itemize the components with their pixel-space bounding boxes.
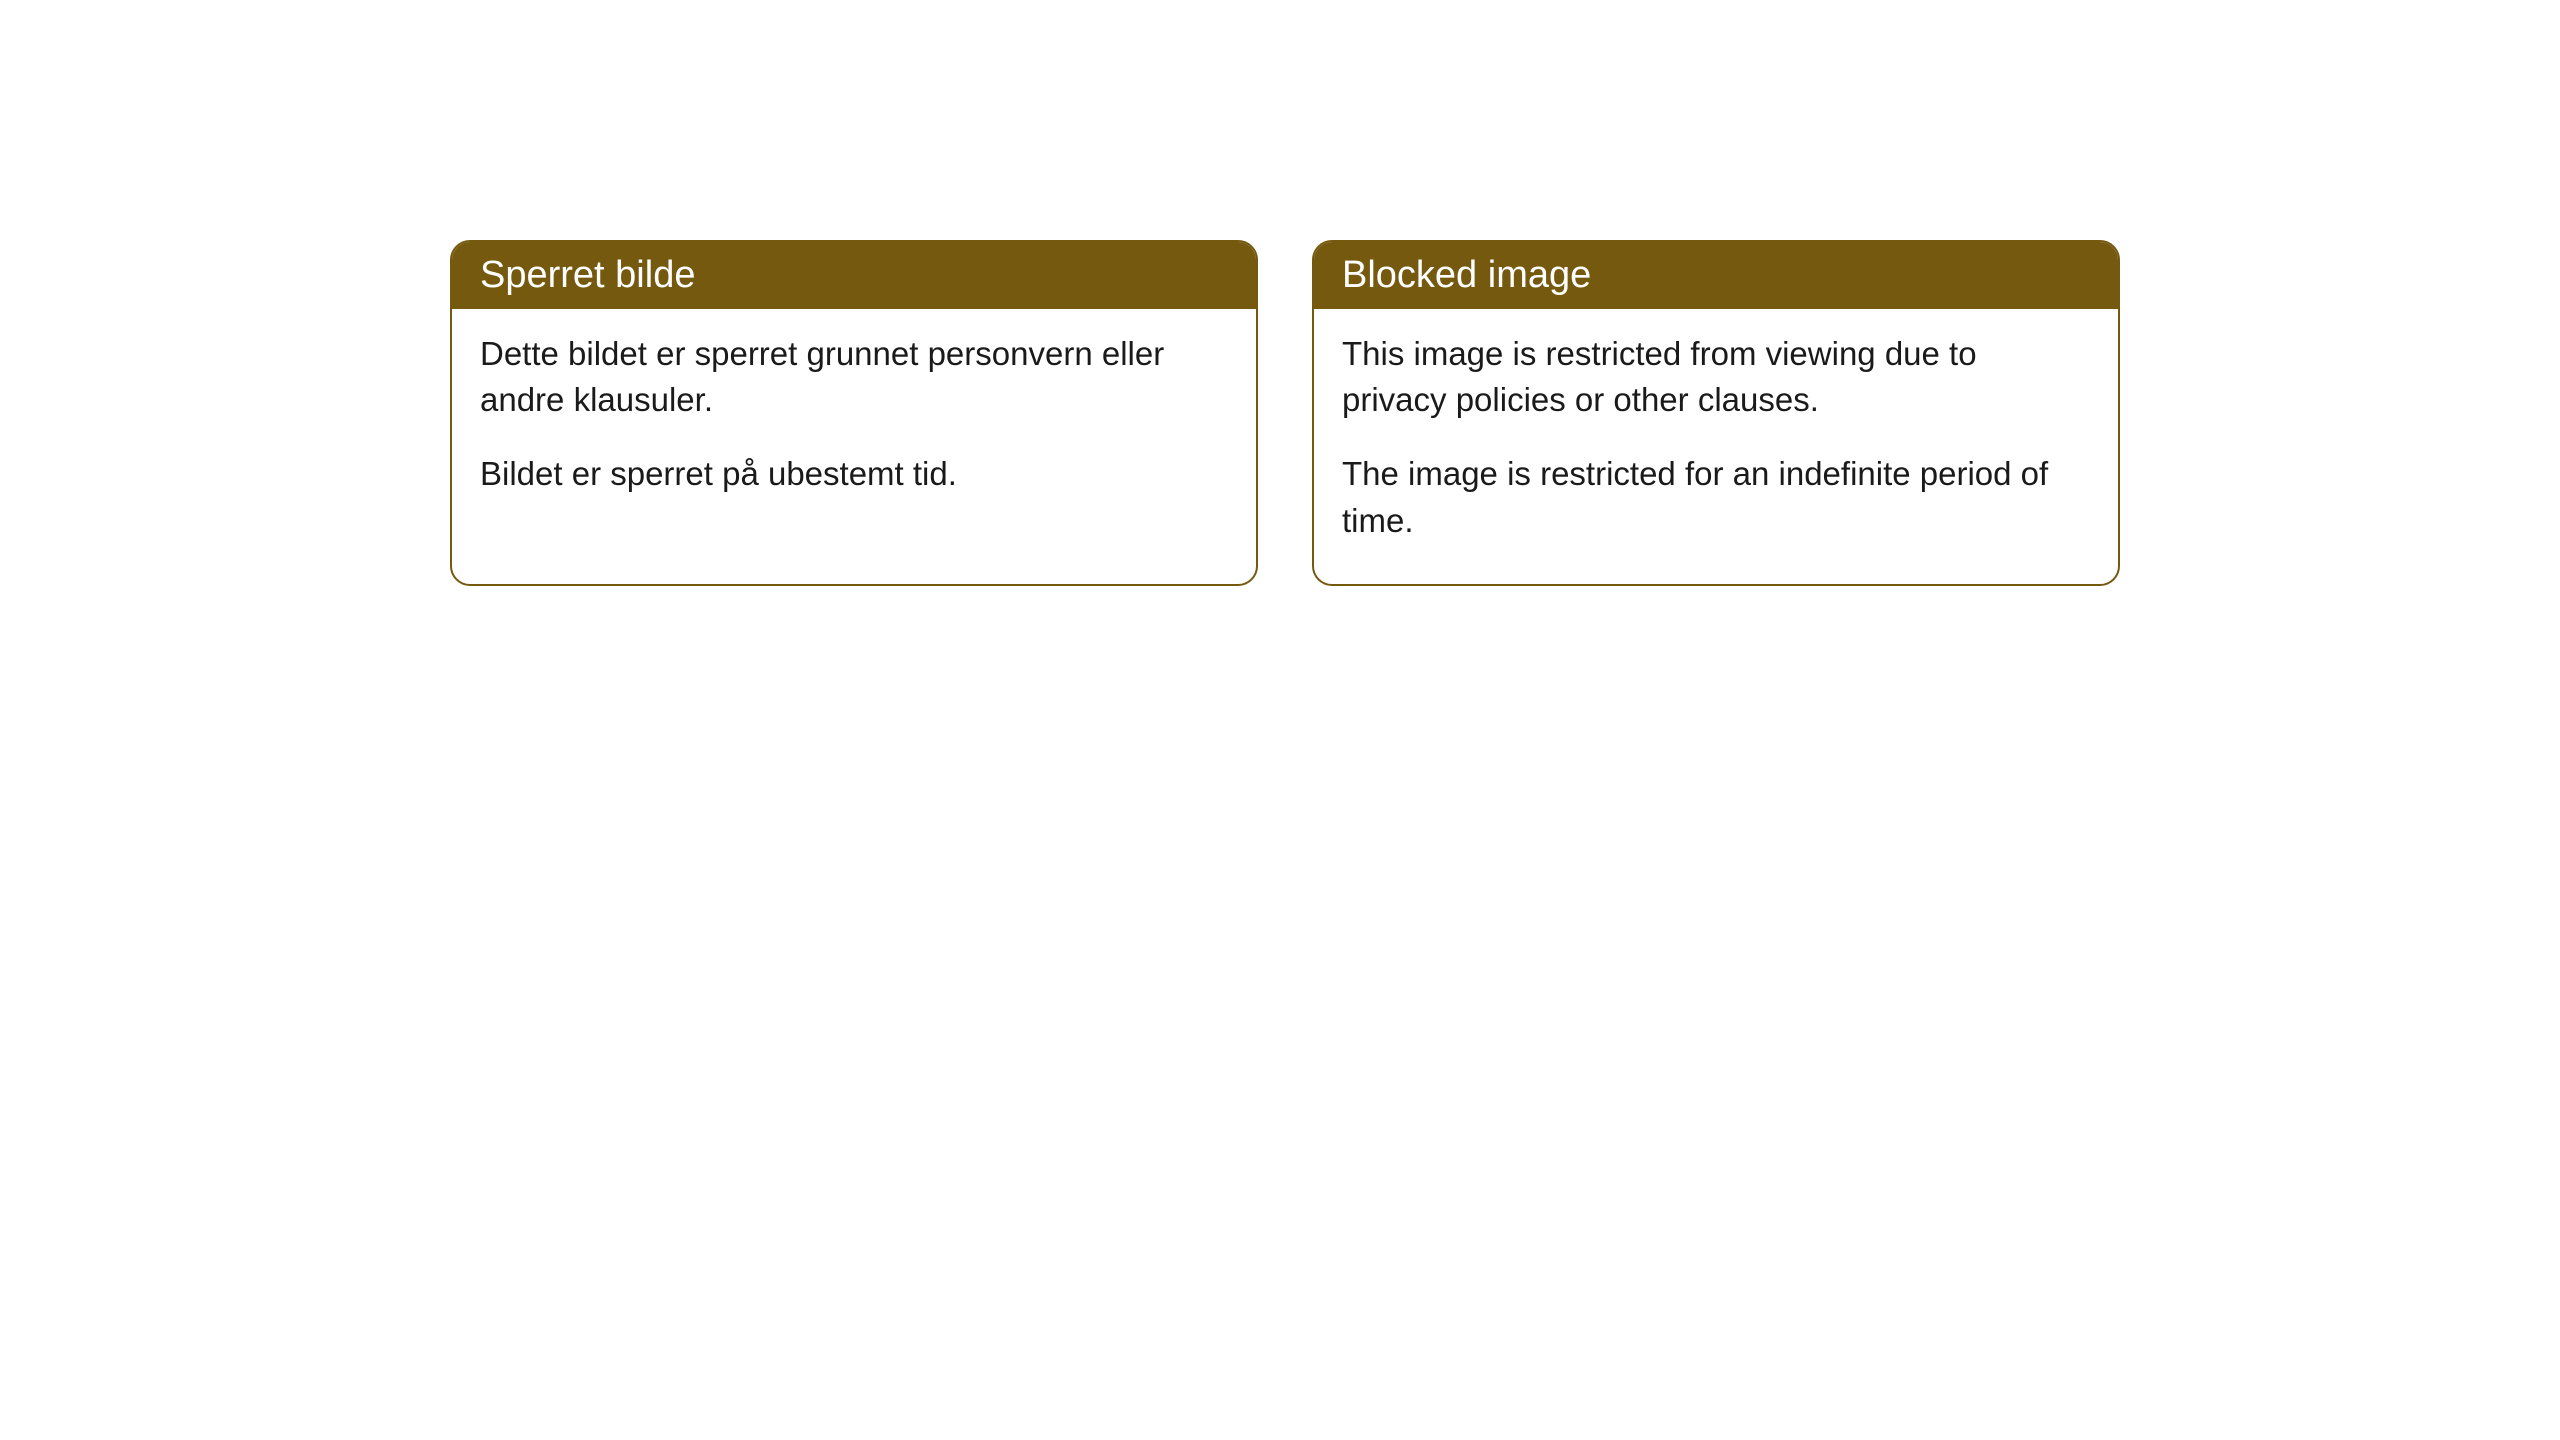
card-paragraph: Dette bildet er sperret grunnet personve… <box>480 331 1228 423</box>
card-paragraph: The image is restricted for an indefinit… <box>1342 451 2090 543</box>
notice-card-container: Sperret bilde Dette bildet er sperret gr… <box>450 240 2120 586</box>
card-paragraph: This image is restricted from viewing du… <box>1342 331 2090 423</box>
card-paragraph: Bildet er sperret på ubestemt tid. <box>480 451 1228 497</box>
notice-card-english: Blocked image This image is restricted f… <box>1312 240 2120 586</box>
card-body: This image is restricted from viewing du… <box>1314 309 2118 584</box>
notice-card-norwegian: Sperret bilde Dette bildet er sperret gr… <box>450 240 1258 586</box>
card-header: Sperret bilde <box>452 242 1256 309</box>
card-title: Sperret bilde <box>480 254 695 296</box>
card-header: Blocked image <box>1314 242 2118 309</box>
card-title: Blocked image <box>1342 254 1591 296</box>
card-body: Dette bildet er sperret grunnet personve… <box>452 309 1256 538</box>
